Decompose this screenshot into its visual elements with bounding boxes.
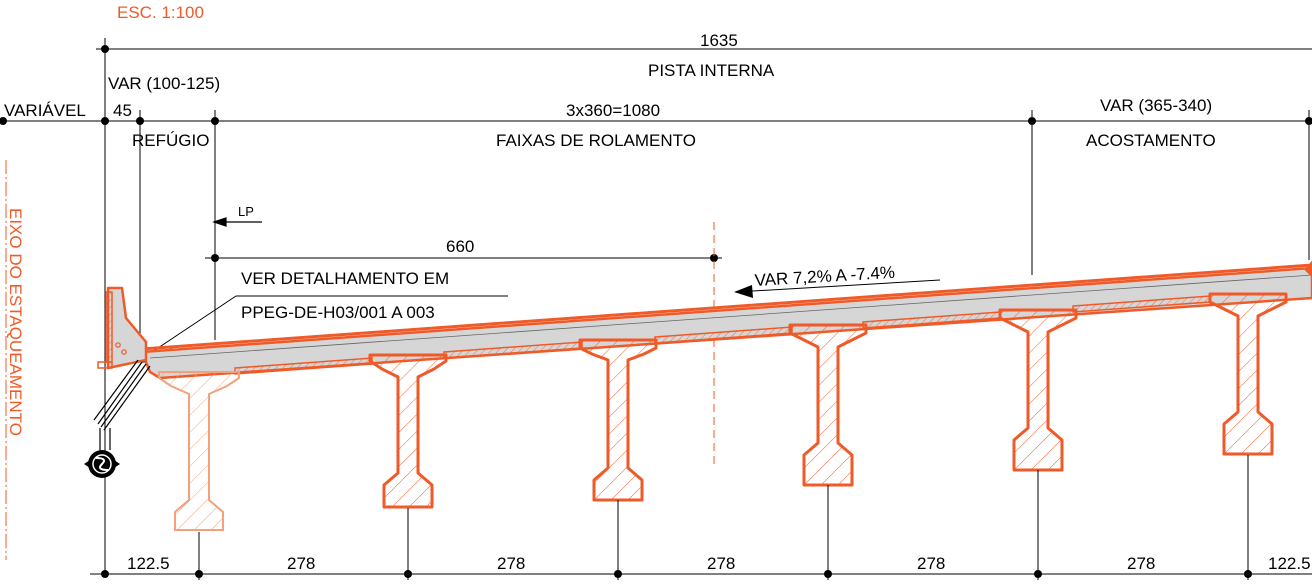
lanes-width-value: 3x360=1080	[566, 101, 660, 120]
refuge-label: REFÚGIO	[132, 131, 209, 150]
scale-label: ESC. 1:100	[117, 3, 204, 22]
precast-panels	[234, 295, 1211, 375]
refuge-width-value: VAR (100-125)	[108, 74, 220, 93]
bottom-dim-7: 122.5	[1268, 554, 1311, 573]
shoulder-width-value: VAR (365-340)	[1100, 96, 1212, 115]
total-width-value: 1635	[700, 31, 738, 50]
centerline-mark-icon	[212, 217, 262, 227]
girder-2	[368, 353, 448, 509]
bottom-dim-1: 122.5	[127, 554, 170, 573]
girder-4	[788, 323, 868, 487]
drain-outlet-icon	[84, 450, 120, 478]
bottom-dim-5: 278	[917, 554, 945, 573]
girder-5	[998, 308, 1078, 472]
shoulder-label: ACOSTAMENTO	[1086, 131, 1216, 150]
drain-pipe	[93, 359, 151, 450]
dimension-dots	[0, 45, 1312, 578]
bottom-extension-lines	[198, 455, 1249, 580]
girder-1	[158, 371, 240, 531]
left-variable-value: VARIÁVEL	[4, 101, 86, 120]
bottom-dim-4: 278	[707, 554, 735, 573]
lanes-label: FAIXAS DE ROLAMENTO	[496, 131, 696, 150]
right-barrier	[1304, 260, 1312, 278]
centerline-mark-label: LP	[238, 204, 254, 219]
slope-arrow-icon	[734, 279, 941, 298]
bottom-dim-6: 278	[1127, 554, 1155, 573]
detail-note-line1: VER DETALHAMENTO EM	[241, 269, 449, 288]
girder-6	[1208, 292, 1288, 456]
girder-3	[578, 338, 658, 502]
left-barrier	[97, 286, 148, 370]
left-variable-sub: 45	[113, 101, 132, 120]
bottom-dim-2: 278	[287, 554, 315, 573]
total-width-label: PISTA INTERNA	[648, 61, 775, 80]
detail-note-line2: PPEG-DE-H03/001 A 003	[241, 303, 435, 322]
half-width-value: 660	[446, 237, 474, 256]
bottom-dim-3: 278	[497, 554, 525, 573]
slope-label: VAR 7,2% A -7.4%	[754, 263, 895, 290]
axis-label: EIXO DO ESTAQUEAMENTO	[6, 208, 25, 436]
